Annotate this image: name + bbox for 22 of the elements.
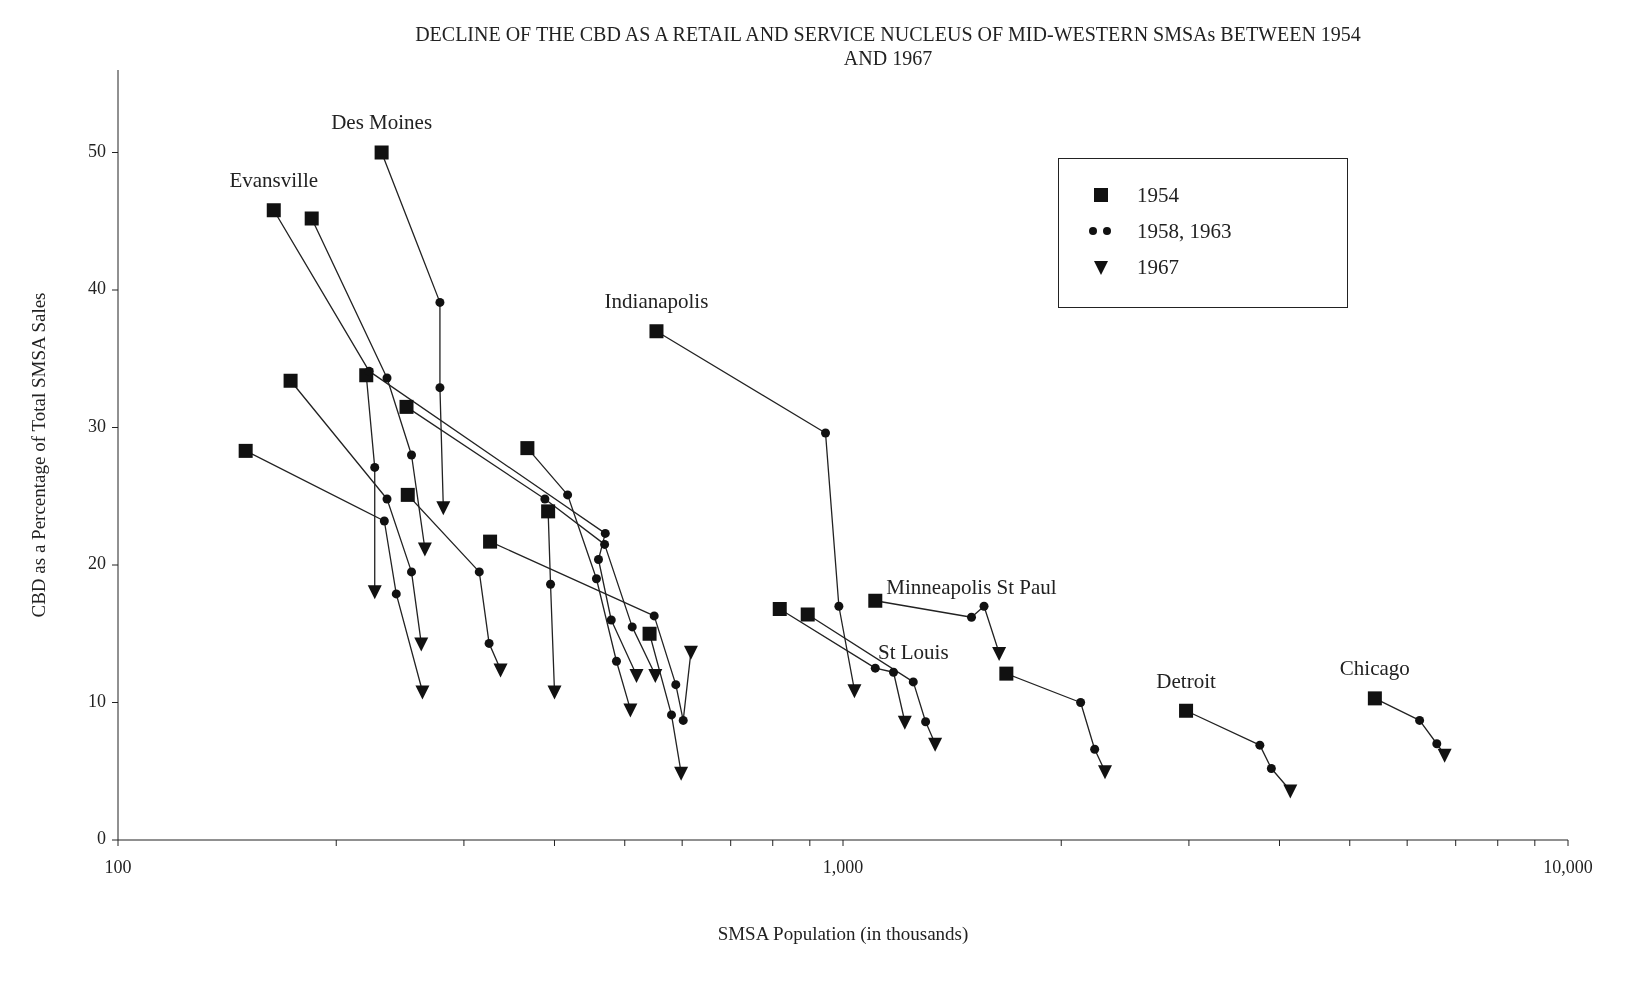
annotation: Evansville <box>229 168 319 193</box>
annotation: Des Moines <box>331 110 433 135</box>
annotation: St Louis <box>877 639 949 664</box>
y-axis-title: CBD as a Percentage of Total SMSA Sales <box>27 292 49 618</box>
y-tick-label: 40 <box>88 278 106 299</box>
annotation: Indianapolis <box>604 289 709 314</box>
annotation: Detroit <box>1156 668 1216 693</box>
legend-label: 1967 <box>1137 254 1179 281</box>
x-axis-title: SMSA Population (in thousands) <box>717 923 969 945</box>
y-tick-label: 10 <box>88 690 106 711</box>
y-tick-label: 0 <box>97 828 106 849</box>
legend-label: 1958, 1963 <box>1137 218 1232 245</box>
x-tick-label: 10,000 <box>1543 856 1593 877</box>
y-tick-label: 50 <box>88 140 106 161</box>
y-tick-label: 30 <box>88 415 106 436</box>
annotation: Chicago <box>1339 656 1410 681</box>
chart-title: DECLINE OF THE CBD AS A RETAIL AND SERVICE NUCLEUS OF MID-WESTERN SMSAs BETWEEN 1954 AND 1967 <box>414 22 1362 70</box>
annotation: Minneapolis St Paul <box>886 575 1057 600</box>
y-tick-label: 20 <box>88 553 106 574</box>
legend-label: 1954 <box>1137 182 1179 209</box>
x-tick-label: 1,000 <box>822 856 864 877</box>
x-tick-label: 100 <box>104 856 132 877</box>
